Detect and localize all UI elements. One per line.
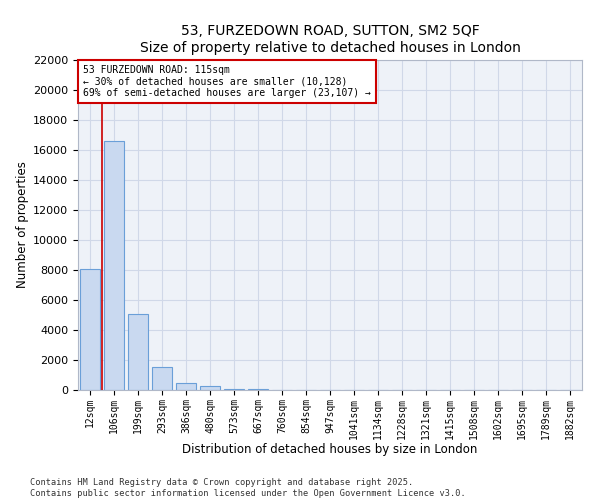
- Bar: [224, 388, 244, 390]
- X-axis label: Distribution of detached houses by size in London: Distribution of detached houses by size …: [182, 443, 478, 456]
- Bar: [248, 388, 268, 390]
- Bar: [176, 383, 196, 390]
- Bar: [152, 367, 172, 390]
- Y-axis label: Number of properties: Number of properties: [16, 162, 29, 288]
- Title: 53, FURZEDOWN ROAD, SUTTON, SM2 5QF
Size of property relative to detached houses: 53, FURZEDOWN ROAD, SUTTON, SM2 5QF Size…: [140, 24, 520, 54]
- Text: 53 FURZEDOWN ROAD: 115sqm
← 30% of detached houses are smaller (10,128)
69% of s: 53 FURZEDOWN ROAD: 115sqm ← 30% of detac…: [83, 65, 371, 98]
- Bar: [128, 314, 148, 390]
- Bar: [80, 268, 100, 390]
- Text: Contains HM Land Registry data © Crown copyright and database right 2025.
Contai: Contains HM Land Registry data © Crown c…: [30, 478, 466, 498]
- Bar: [104, 141, 124, 390]
- Bar: [200, 386, 220, 390]
